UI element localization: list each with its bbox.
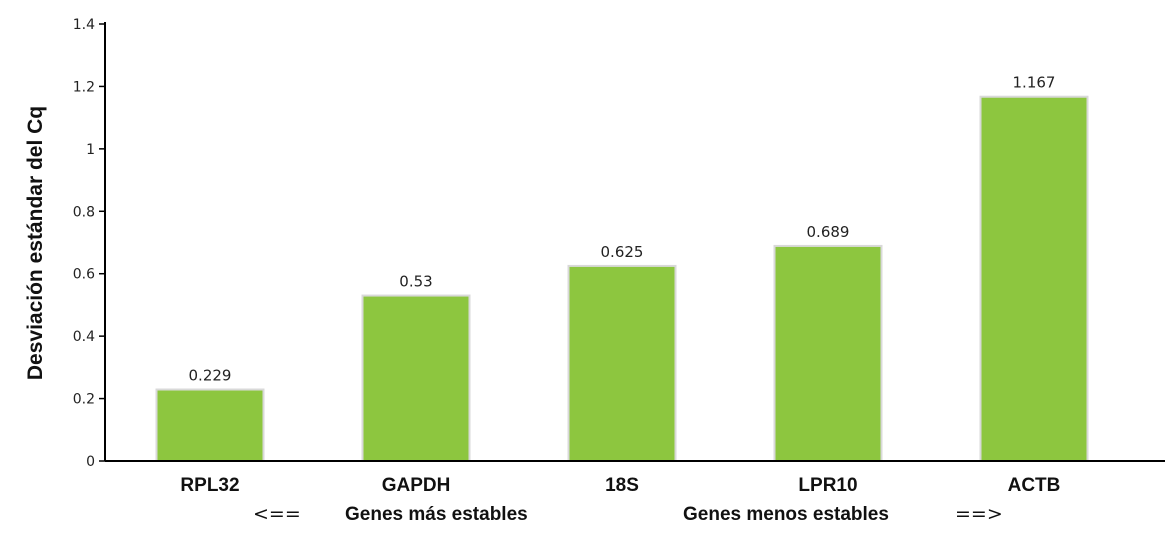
bar-18s	[567, 264, 677, 462]
y-tick-label: 1.2	[73, 79, 95, 95]
category-label-actb: ACTB	[1008, 475, 1061, 496]
y-tick-label: 1.4	[73, 17, 95, 33]
y-tick-label: 0.2	[73, 392, 95, 408]
data-labels: 0.229 0.53 0.625 0.689 1.167	[189, 74, 1056, 385]
y-axis: 0 0.2 0.4 0.6 0.8 1 1.2 1.4	[73, 17, 105, 470]
data-label-18s: 0.625	[601, 243, 644, 261]
y-tick-label: 1	[86, 142, 95, 158]
genes-mas-estables-label: Genes más estables	[345, 504, 528, 525]
data-label-actb: 1.167	[1013, 74, 1056, 92]
bar-actb	[979, 95, 1089, 463]
bar-lpr10	[773, 244, 883, 462]
category-label-18s: 18S	[605, 475, 639, 496]
y-tick-label: 0.8	[73, 204, 95, 220]
y-tick-label: 0.4	[73, 329, 95, 345]
right-arrow: ==>	[955, 503, 1003, 525]
category-label-gapdh: GAPDH	[382, 475, 451, 496]
genes-menos-estables-label: Genes menos estables	[683, 504, 889, 525]
data-label-rpl32: 0.229	[189, 367, 232, 385]
category-label-lpr10: LPR10	[798, 475, 857, 496]
category-label-rpl32: RPL32	[180, 475, 239, 496]
data-label-lpr10: 0.689	[807, 223, 850, 241]
bar-rpl32	[155, 388, 265, 462]
y-tick-label: 0	[86, 454, 95, 470]
x-axis-categories: RPL32 GAPDH 18S LPR10 ACTB	[180, 475, 1060, 496]
data-label-gapdh: 0.53	[399, 273, 432, 291]
bars	[155, 95, 1089, 463]
left-arrow: <==	[253, 503, 301, 525]
bar-gapdh	[361, 294, 471, 463]
y-axis-label: Desviación estándar del Cq	[24, 106, 47, 380]
y-tick-label: 0.6	[73, 267, 95, 283]
